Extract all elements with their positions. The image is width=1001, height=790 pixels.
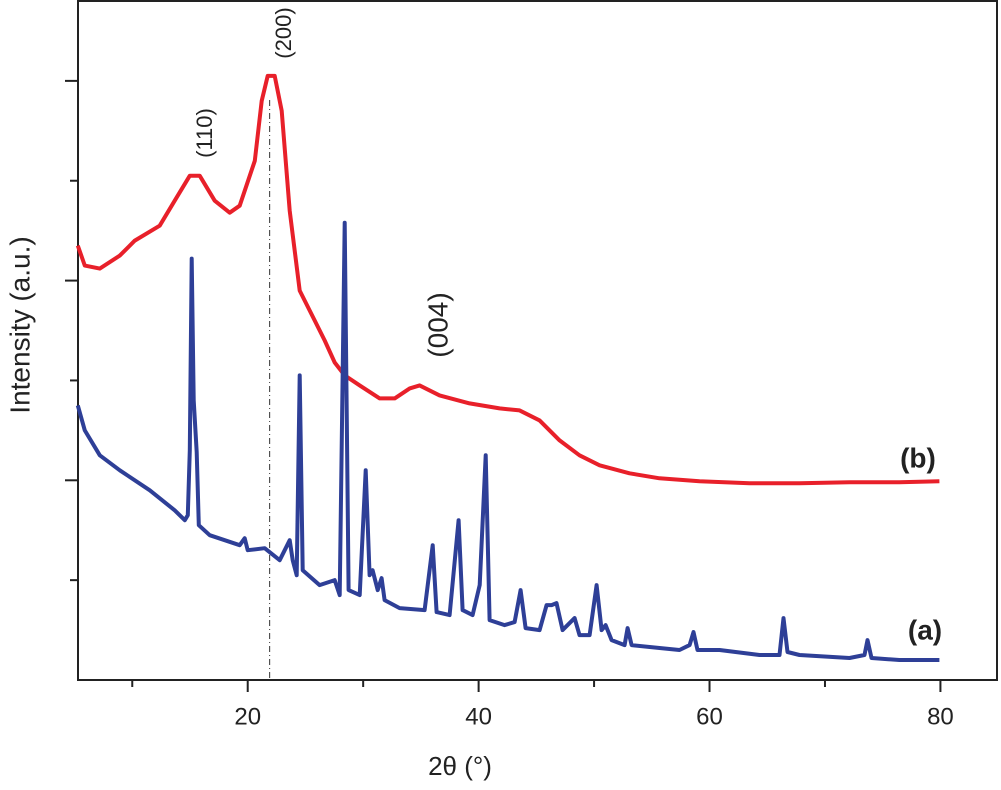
annotation: (a)	[908, 614, 942, 645]
annotation: (110)	[192, 108, 217, 158]
x-tick-label: 40	[465, 703, 492, 730]
x-tick-label: 80	[927, 703, 954, 730]
plot-frame	[77, 0, 998, 681]
annotation: (200)	[271, 7, 296, 58]
x-tick-label: 60	[696, 703, 723, 730]
y-axis-label: Intensity (a.u.)	[4, 236, 35, 413]
series-line	[75, 73, 940, 486]
annotation: (004)	[422, 292, 453, 357]
x-tick-label: 20	[234, 703, 261, 730]
annotation: (b)	[900, 442, 936, 473]
series-line	[75, 220, 940, 662]
x-axis-label: 2θ (°)	[428, 751, 492, 781]
